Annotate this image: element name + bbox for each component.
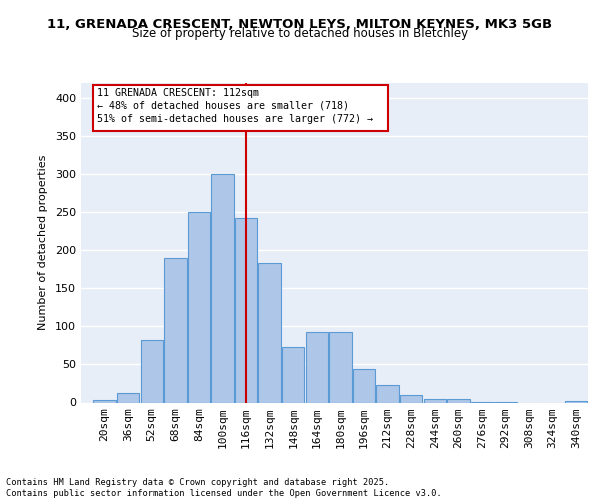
FancyBboxPatch shape — [93, 85, 388, 130]
Bar — [117, 392, 139, 402]
Bar — [188, 212, 210, 402]
Bar — [235, 218, 257, 402]
Text: 11, GRENADA CRESCENT, NEWTON LEYS, MILTON KEYNES, MK3 5GB: 11, GRENADA CRESCENT, NEWTON LEYS, MILTO… — [47, 18, 553, 30]
Text: 51% of semi-detached houses are larger (772) →: 51% of semi-detached houses are larger (… — [97, 114, 373, 124]
Text: ← 48% of detached houses are smaller (718): ← 48% of detached houses are smaller (71… — [97, 101, 349, 111]
Bar — [400, 395, 422, 402]
Bar — [282, 347, 304, 403]
Bar — [447, 398, 470, 402]
Bar — [329, 332, 352, 402]
Y-axis label: Number of detached properties: Number of detached properties — [38, 155, 48, 330]
Bar — [565, 401, 587, 402]
Text: 11 GRENADA CRESCENT: 112sqm: 11 GRENADA CRESCENT: 112sqm — [97, 88, 259, 98]
Bar — [376, 385, 399, 402]
Bar — [211, 174, 233, 402]
Bar — [140, 340, 163, 402]
Bar — [94, 400, 116, 402]
Text: Contains HM Land Registry data © Crown copyright and database right 2025.
Contai: Contains HM Land Registry data © Crown c… — [6, 478, 442, 498]
Bar — [259, 263, 281, 402]
Bar — [424, 400, 446, 402]
Text: Size of property relative to detached houses in Bletchley: Size of property relative to detached ho… — [132, 28, 468, 40]
Bar — [353, 369, 375, 402]
Bar — [305, 332, 328, 402]
Bar — [164, 258, 187, 402]
